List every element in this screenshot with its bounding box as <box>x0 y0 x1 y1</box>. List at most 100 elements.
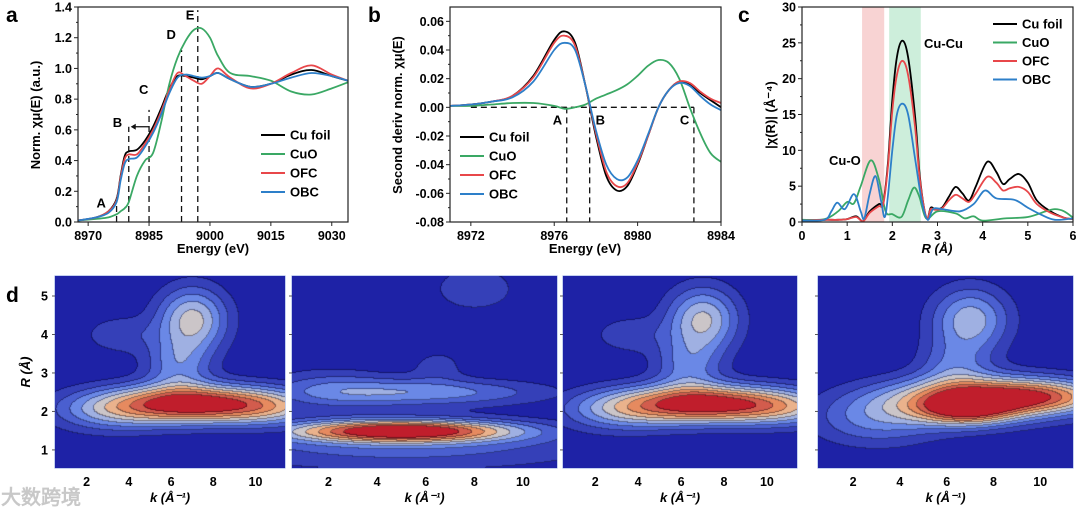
panel-letter-d: d <box>6 284 19 307</box>
x-tick-label: 8972 <box>457 229 485 243</box>
legend-label: OFC <box>1022 54 1050 69</box>
y-tick-label: 0.2 <box>55 185 72 199</box>
x-tick-label: 10 <box>760 475 774 489</box>
legend-label: OBC <box>489 187 519 202</box>
y-tick-label: 1.2 <box>55 31 72 45</box>
marker-label-B: B <box>596 112 605 127</box>
legend-label: Cu foil <box>1022 17 1062 32</box>
marker-label-A: A <box>553 112 563 127</box>
y-tick-label: 15 <box>782 108 796 122</box>
x-tick-label: 8985 <box>135 229 163 243</box>
x-tick-label: 0 <box>799 229 806 243</box>
y-tick-label: 0.6 <box>55 123 72 137</box>
y-axis-label: |χ(R)| (Å⁻⁴) <box>763 81 778 149</box>
y-axis-label: Norm. χμ(E) (a.u.) <box>28 61 43 170</box>
arrow-head-icon <box>130 123 136 130</box>
y-tick-label: 0.04 <box>420 44 444 58</box>
legend-label: Cu foil <box>290 128 330 143</box>
y-tick-label: 0.4 <box>55 154 72 168</box>
x-tick-label: 6 <box>943 475 950 489</box>
x-tick-label: 1 <box>844 229 851 243</box>
x-tick-label: 8 <box>210 475 217 489</box>
series-line-cuo <box>449 58 722 163</box>
legend-label: CuO <box>1022 35 1049 50</box>
x-tick-label: 10 <box>516 475 530 489</box>
x-tick-label: 8984 <box>707 229 735 243</box>
x-tick-label: 8980 <box>624 229 652 243</box>
watermark-logo: 大数跨境 <box>1 485 81 507</box>
series-line-ofc <box>801 59 1074 223</box>
x-tick-label: 8 <box>471 475 478 489</box>
panel-b-frame <box>449 6 722 223</box>
x-tick-label: 6 <box>422 475 429 489</box>
marker-label-D: D <box>167 27 176 42</box>
x-axis-label: Energy (eV) <box>177 241 249 256</box>
x-tick-label: 10 <box>249 475 263 489</box>
x-tick-label: 4 <box>125 475 132 489</box>
y-tick-label: -0.02 <box>416 130 445 144</box>
x-tick-label: 8976 <box>540 229 568 243</box>
legend-label: OFC <box>489 168 517 183</box>
contour-map-3 <box>563 276 797 468</box>
x-tick-label: 2 <box>83 475 90 489</box>
legend-label: OBC <box>290 185 320 200</box>
x-tick-label: 9030 <box>318 229 346 243</box>
panel-a-frame <box>77 6 349 223</box>
x-tick-label: 8 <box>721 475 728 489</box>
x-tick-label: 10 <box>1033 475 1047 489</box>
y-tick-label: -0.04 <box>416 158 445 172</box>
marker-label-E: E <box>186 7 195 22</box>
contour-map-4 <box>818 276 1073 468</box>
y-tick-label: 0.02 <box>420 72 444 86</box>
legend-label: CuO <box>489 149 516 164</box>
series-line-obc <box>77 72 349 222</box>
y-tick-label: 0.8 <box>55 93 72 107</box>
y-tick-label: 4 <box>41 328 48 342</box>
y-tick-label: 2 <box>41 405 48 419</box>
y-axis-label: Second deriv norm. χμ(E) <box>390 36 405 194</box>
x-tick-label: 4 <box>374 475 381 489</box>
legend-label: OBC <box>1022 72 1052 87</box>
x-tick-label: 2 <box>592 475 599 489</box>
x-tick-label: 6 <box>1070 229 1077 243</box>
marker-label-B: B <box>113 115 122 130</box>
panel-letter-b: b <box>368 4 381 27</box>
x-tick-label: 2 <box>325 475 332 489</box>
x-tick-label: 4 <box>635 475 642 489</box>
x-tick-label: 9000 <box>196 229 224 243</box>
y-tick-label: 0.00 <box>420 101 444 115</box>
x-tick-label: 2 <box>850 475 857 489</box>
y-tick-label: 20 <box>782 72 796 86</box>
cu-o-band <box>862 7 885 222</box>
panel-letter-c: c <box>738 4 750 27</box>
y-tick-label: 30 <box>782 1 796 15</box>
y-tick-label: 3 <box>41 366 48 380</box>
panel-a-axes: 8970 8985 9000 9015 9030 0.0 0.2 0.4 0.6 0.8 1.0 1.… <box>55 1 346 244</box>
series-line-ofc <box>449 34 722 189</box>
y-tick-label: 0.06 <box>420 15 444 29</box>
contour-map-2 <box>292 276 557 468</box>
panel-b-axes: 8972 8976 8980 8984 -0.08 -0.06 -0.04 -0.02 0.00… <box>416 15 735 243</box>
y-tick-label: 5 <box>41 290 48 304</box>
y-tick-label: 0 <box>789 216 796 230</box>
y-tick-label: 0.0 <box>55 216 72 230</box>
marker-label-C: C <box>680 112 690 127</box>
series-line-obc <box>801 102 1074 222</box>
marker-label-A: A <box>97 196 107 211</box>
legend-label: OFC <box>290 166 318 181</box>
y-tick-label: 5 <box>789 180 796 194</box>
x-tick-label: 4 <box>896 475 903 489</box>
y-tick-label: 10 <box>782 144 796 158</box>
cu-cu-label: Cu-Cu <box>924 36 963 51</box>
x-tick-label: 6 <box>168 475 175 489</box>
x-axis-label: k (Å⁻¹) <box>150 490 190 505</box>
x-tick-label: 9015 <box>257 229 285 243</box>
y-tick-label: 1.4 <box>55 1 72 15</box>
legend-label: Cu foil <box>489 130 529 145</box>
contour-map-1 <box>55 276 285 468</box>
marker-label-C: C <box>139 82 149 97</box>
y-tick-label: -0.06 <box>416 187 445 201</box>
cu-o-label: Cu-O <box>829 153 861 168</box>
x-axis-label: R (Å) <box>921 241 952 256</box>
